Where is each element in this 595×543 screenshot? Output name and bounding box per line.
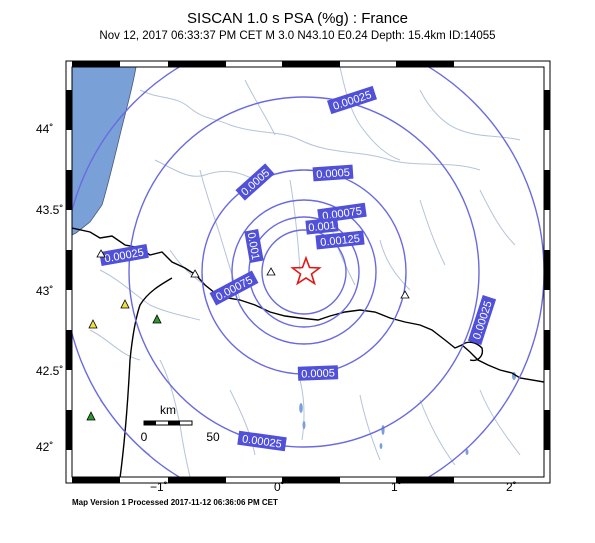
contour-0.00075 (231, 199, 377, 345)
station-triangle (86, 411, 96, 421)
contour-label-text: 0.00025 (241, 433, 282, 450)
lat-tick-label: 44˚ (36, 122, 54, 136)
contour-label-text: 0.0005 (316, 167, 350, 181)
station-triangle (88, 319, 98, 329)
contour-label: 0.0005 (235, 163, 275, 201)
contour-label: 0.00025 (99, 243, 149, 267)
lat-tick-label: 43.5˚ (36, 203, 64, 217)
contour-label-text: 0.001 (245, 232, 262, 261)
contours (72, 67, 544, 477)
contour-label-text: 0.0005 (301, 367, 335, 380)
lon-tick-label: 0˚ (274, 480, 285, 494)
lat-tick-label: 42˚ (36, 440, 54, 454)
lat-tick-label: 43˚ (36, 284, 54, 298)
lon-tick-label: −1˚ (150, 480, 168, 494)
station-triangle (266, 267, 276, 276)
contour-0.001 (248, 216, 360, 328)
event-subtitle: Nov 12, 2017 06:33:37 PM CET M 3.0 N43.1… (99, 30, 496, 42)
contour-label: 0.0005 (312, 164, 354, 182)
station-triangle (152, 314, 162, 324)
stations (86, 249, 410, 421)
contour-label: 0.00125 (315, 230, 365, 250)
contour-label: 0.001 (305, 217, 339, 235)
scale-bar-end: 50 (206, 430, 220, 444)
contour-0.00125 (261, 229, 347, 315)
contour-label: 0.0005 (297, 365, 339, 381)
ocean (72, 67, 137, 236)
map-title: SISCAN 1.0 s PSA (%g) : France (187, 10, 408, 27)
lakes (299, 372, 516, 455)
station-triangle (120, 299, 130, 309)
station-triangle (96, 249, 106, 258)
processing-footer: Map Version 1 Processed 2017-11-12 06:36… (72, 498, 278, 507)
lon-tick-label: 1˚ (391, 480, 402, 494)
rivers (89, 67, 521, 477)
station-triangle (190, 269, 200, 278)
contour-label-text: 0.001 (308, 220, 337, 235)
epicenter-star-icon (290, 255, 322, 286)
scale-bar-start: 0 (141, 430, 148, 444)
contour-0.00025 (72, 67, 544, 477)
scale-bar-unit: km (160, 403, 176, 417)
map-frame (65, 60, 551, 484)
scale-bar: km 0 50 (141, 403, 220, 444)
contour-label-text: 0.00025 (104, 247, 145, 266)
contour-label: 0.001 (244, 229, 264, 263)
contour-labels: 0.00025 0.0005 0.0005 0.00075 0.001 0.00… (99, 85, 497, 452)
borders (72, 227, 544, 477)
station-triangle (400, 290, 410, 299)
lat-tick-label: 42.5˚ (36, 364, 64, 378)
contour-label: 0.00025 (237, 430, 287, 452)
lon-tick-label: 2˚ (506, 480, 517, 494)
contour-0.00025-inner (128, 96, 480, 448)
contour-label-text: 0.00125 (320, 233, 361, 249)
